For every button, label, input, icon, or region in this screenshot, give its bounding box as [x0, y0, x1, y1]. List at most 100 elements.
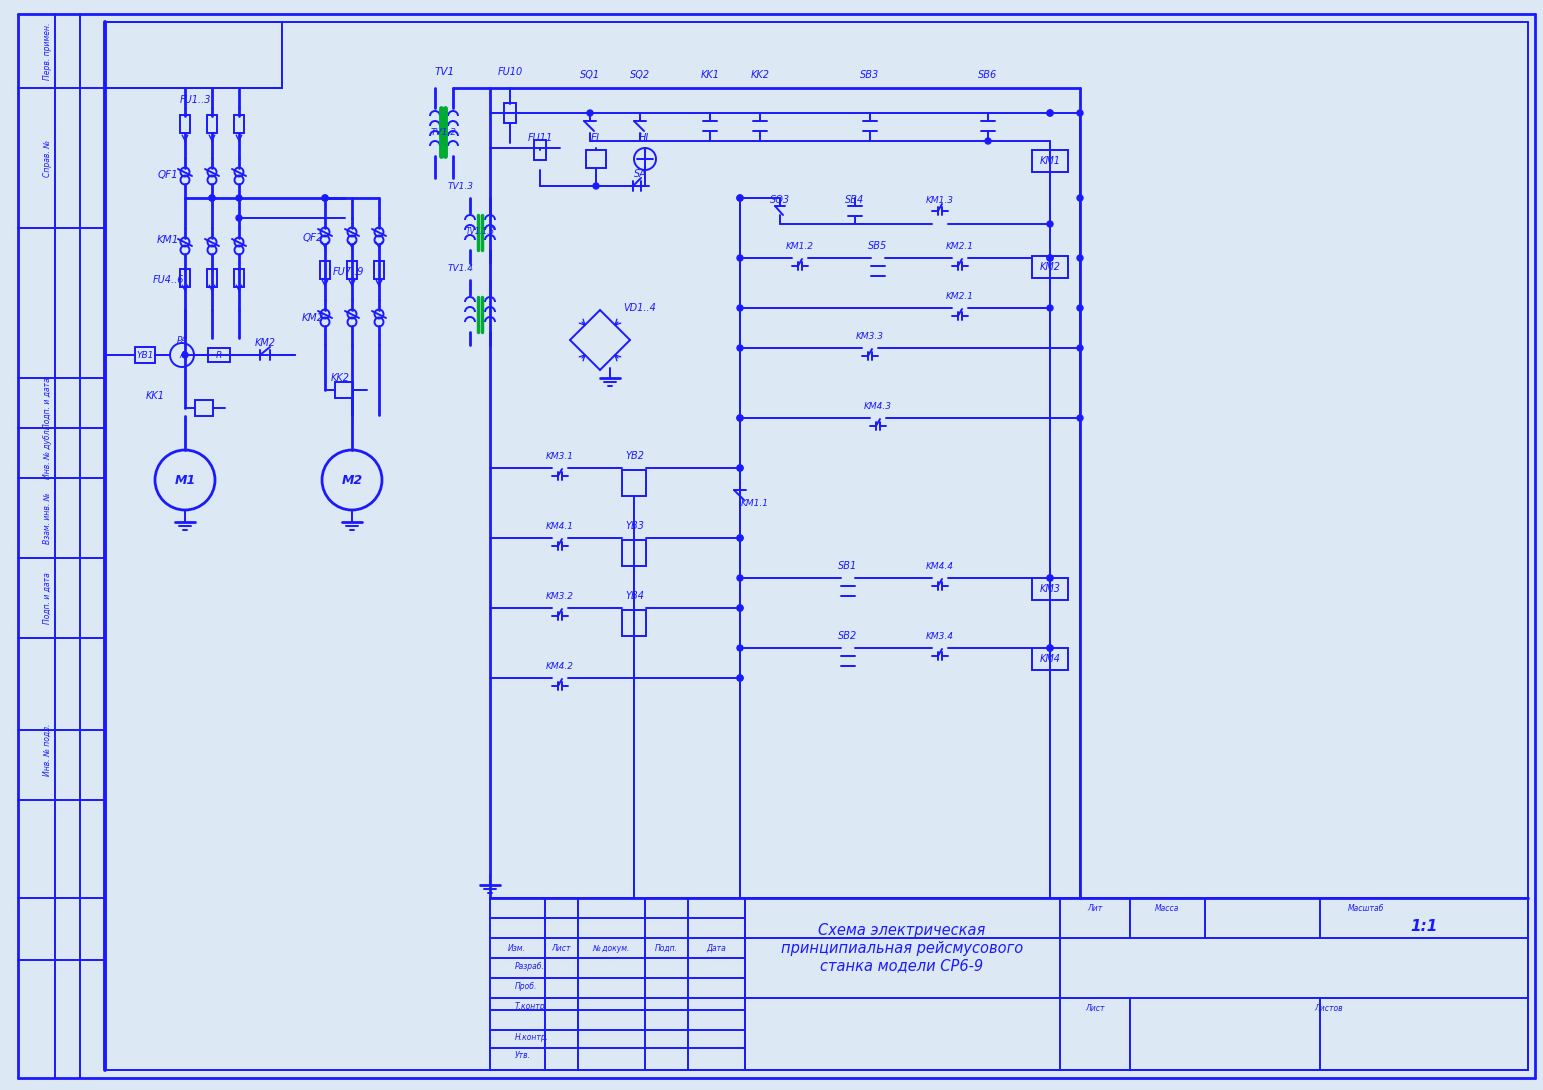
Circle shape — [738, 675, 744, 681]
Circle shape — [738, 675, 744, 681]
Text: KM2: KM2 — [1040, 262, 1060, 272]
Bar — [335, 382, 353, 398]
Text: EL: EL — [591, 133, 602, 143]
Bar — [235, 116, 244, 133]
Bar — [622, 540, 647, 566]
Circle shape — [738, 465, 744, 471]
Text: QF2: QF2 — [302, 233, 324, 243]
Bar — [194, 400, 213, 416]
Text: Лист: Лист — [551, 944, 571, 953]
Text: Лит: Лит — [1088, 904, 1103, 912]
Text: Лист: Лист — [1085, 1004, 1105, 1013]
Circle shape — [208, 195, 214, 201]
Text: KK1: KK1 — [145, 391, 165, 401]
Circle shape — [1048, 110, 1052, 116]
Text: SQ3: SQ3 — [770, 195, 790, 205]
Text: TV1.3: TV1.3 — [447, 182, 474, 191]
Text: Взам. инв. №: Взам. инв. № — [43, 493, 51, 544]
Text: Подп. и дата: Подп. и дата — [43, 572, 51, 623]
Circle shape — [738, 465, 744, 471]
Circle shape — [738, 346, 744, 351]
Circle shape — [738, 535, 744, 541]
Text: KK1: KK1 — [701, 70, 719, 80]
Bar — [622, 610, 647, 635]
Text: KM1: KM1 — [157, 235, 179, 245]
Text: HL: HL — [639, 133, 651, 143]
Text: Дата: Дата — [707, 944, 725, 953]
Bar — [622, 470, 647, 496]
Circle shape — [738, 415, 744, 421]
Text: FU7..9: FU7..9 — [332, 267, 364, 277]
Circle shape — [1077, 305, 1083, 311]
Circle shape — [1077, 415, 1083, 421]
Text: Проб.: Проб. — [515, 981, 537, 991]
Circle shape — [1048, 576, 1052, 581]
Text: Перв. примен.: Перв. примен. — [43, 22, 51, 80]
Text: KM4.2: KM4.2 — [546, 662, 574, 670]
Bar — [1032, 647, 1068, 670]
Text: KK2: KK2 — [750, 70, 770, 80]
Text: KM3.3: KM3.3 — [856, 331, 884, 340]
Text: 1:1: 1:1 — [1410, 919, 1438, 933]
Circle shape — [236, 195, 242, 201]
Text: FU10: FU10 — [497, 66, 523, 77]
Circle shape — [1048, 645, 1052, 651]
Text: Масштаб: Масштаб — [1349, 904, 1384, 912]
Circle shape — [208, 195, 214, 201]
Circle shape — [738, 605, 744, 611]
Text: YB3: YB3 — [625, 521, 645, 531]
Text: Н.контр.: Н.контр. — [515, 1033, 549, 1042]
Text: Инв. № подл.: Инв. № подл. — [43, 724, 51, 776]
Text: FU1..3: FU1..3 — [179, 95, 211, 105]
Text: № докум.: № докум. — [593, 944, 630, 953]
Circle shape — [738, 305, 744, 311]
Text: KM3.2: KM3.2 — [546, 592, 574, 601]
Text: SA: SA — [634, 169, 647, 179]
Text: Схема электрическая
принципиальная рейсмусового
станка модели СР6-9: Схема электрическая принципиальная рейсм… — [781, 923, 1023, 973]
Text: KM3.4: KM3.4 — [926, 631, 954, 641]
Text: Подп. и дата: Подп. и дата — [43, 377, 51, 428]
Circle shape — [1048, 576, 1052, 581]
Circle shape — [1048, 255, 1052, 261]
Text: Листов: Листов — [1315, 1004, 1344, 1013]
Text: KM2.1: KM2.1 — [946, 291, 974, 301]
Text: KM2: KM2 — [255, 338, 276, 348]
Text: TV1: TV1 — [435, 66, 455, 77]
Text: PA: PA — [176, 336, 188, 344]
Text: FU11: FU11 — [528, 133, 552, 143]
Text: KM1.2: KM1.2 — [785, 242, 815, 251]
Text: KM2.1: KM2.1 — [946, 242, 974, 251]
Circle shape — [738, 255, 744, 261]
Circle shape — [1048, 255, 1052, 261]
Text: KM4.1: KM4.1 — [546, 521, 574, 531]
Bar — [207, 116, 218, 133]
Bar — [1032, 256, 1068, 278]
Circle shape — [322, 195, 329, 201]
Circle shape — [1048, 645, 1052, 651]
Circle shape — [1048, 221, 1052, 227]
Bar — [1032, 578, 1068, 600]
Text: SB4: SB4 — [846, 195, 864, 205]
Text: Подп.: Подп. — [654, 944, 677, 953]
Bar — [134, 347, 154, 363]
Text: Т.контр.: Т.контр. — [515, 1002, 548, 1010]
Text: SB1: SB1 — [838, 561, 858, 571]
Text: Инв. № дубл.: Инв. № дубл. — [43, 427, 51, 479]
Bar — [347, 261, 356, 279]
Text: TV1.4: TV1.4 — [447, 264, 474, 272]
Text: KM1.1: KM1.1 — [741, 498, 768, 508]
Text: KM1: KM1 — [1040, 156, 1060, 166]
Text: FU4..6: FU4..6 — [153, 275, 184, 284]
Text: Справ. №: Справ. № — [43, 140, 51, 177]
Text: YB1: YB1 — [136, 351, 154, 360]
Text: Утв.: Утв. — [515, 1052, 531, 1061]
Bar — [319, 261, 330, 279]
Text: VD1..4: VD1..4 — [623, 303, 656, 313]
Circle shape — [182, 352, 188, 358]
Circle shape — [1077, 346, 1083, 351]
Circle shape — [738, 195, 744, 201]
Text: Разраб.: Разраб. — [515, 961, 545, 970]
Text: KM2: KM2 — [302, 313, 324, 323]
Text: A: A — [179, 351, 185, 360]
Text: YB4: YB4 — [625, 591, 645, 601]
